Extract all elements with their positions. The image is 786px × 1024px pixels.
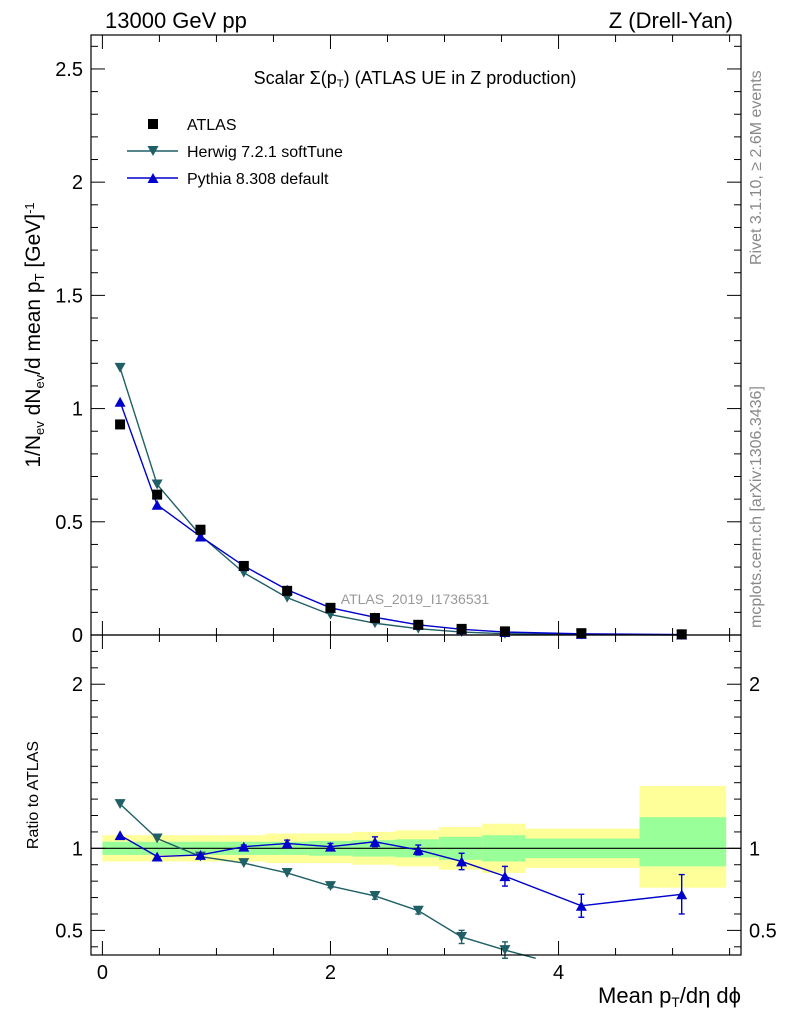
y-axis-label-text: 1/Nev dNev/d mean pT [GeV]-1 — [22, 202, 47, 467]
atlas-data-point — [499, 626, 510, 637]
y-axis-label-text-part: [GeV] — [22, 214, 45, 274]
ratio-y-tick-label-right: 2 — [749, 674, 760, 696]
y-axis-label-text-part: T — [32, 273, 47, 281]
x-axis-label-text-part: /dη dϕ — [680, 983, 741, 1008]
x-tick-label: 2 — [325, 962, 336, 984]
ratio-y-tick-label: 0.5 — [55, 920, 83, 942]
pythia-point-ratio — [456, 856, 468, 867]
x-axis-label-text: Mean pT/dη dϕ — [598, 983, 741, 1010]
pythia-point — [114, 396, 126, 407]
y-axis-label-text-part: /d mean p — [22, 281, 45, 374]
legend-entry: Pythia 8.308 default — [187, 171, 329, 188]
main-plot-y-axis-label: 1/Nev dNev/d mean pT [GeV]-1 — [22, 202, 47, 467]
pythia-point-ratio — [499, 871, 511, 882]
plot-title: Scalar Σ(pT) (ATLAS UE in Z production) — [254, 68, 577, 90]
x-tick-label: 4 — [553, 962, 564, 984]
y-axis-label-text-part: -1 — [22, 202, 37, 214]
herwig-point-ratio — [456, 931, 468, 942]
atlas-data-point — [238, 560, 249, 571]
pythia-point-ratio — [281, 838, 293, 849]
atlas-data-point — [282, 585, 293, 596]
main-plot-panel: Scalar Σ(pT) (ATLAS UE in Z production) … — [22, 34, 742, 647]
pythia-point — [194, 531, 206, 542]
band-inner-bin — [639, 817, 727, 867]
atlas-data-point — [676, 629, 687, 640]
ratio-plot-ticks: 0.5 0.5 1 1 2 2 0 2 4 — [55, 635, 777, 984]
legend-entry: ATLAS — [187, 117, 237, 134]
analysis-watermark: ATLAS_2019_I1736531 — [341, 591, 490, 607]
pythia-point-ratio — [194, 849, 206, 860]
ratio-y-tick-label-right: 0.5 — [749, 920, 777, 942]
pythia-point-ratio — [575, 900, 587, 911]
pythia-point-ratio — [324, 841, 336, 852]
main-plot-ticks: 0 0.5 1 1.5 2 2.5 — [55, 35, 741, 647]
x-axis-label-text-part: Mean p — [598, 983, 671, 1008]
herwig-point-ratio — [114, 799, 126, 809]
atlas-data-point — [576, 628, 587, 639]
plot-title-text: Scalar Σ(pT) (ATLAS UE in Z production) — [254, 68, 577, 90]
plot-title-text-part: ) (ATLAS UE in Z production) — [344, 68, 577, 88]
legend: ATLAS Herwig 7.2.1 softTune Pythia 8.308 d… — [127, 117, 343, 188]
y-tick-label: 2 — [72, 172, 83, 194]
legend-marker — [147, 173, 159, 183]
atlas-data-point — [115, 419, 126, 430]
herwig-point-ratio — [369, 890, 381, 901]
herwig-point — [151, 479, 163, 490]
x-axis-label: Mean pT/dη dϕ — [598, 983, 741, 1010]
y-tick-label: 2.5 — [55, 59, 83, 81]
ratio-plot-data — [114, 799, 688, 959]
y-axis-label-text-part: ev — [32, 421, 47, 435]
rivet-version: Rivet 3.1.10, ≥ 2.6M events — [748, 70, 765, 265]
y-axis-label-text-part: dN — [22, 389, 45, 422]
header-left: 13000 GeV pp — [105, 8, 247, 33]
y-tick-label: 1 — [72, 399, 83, 421]
pythia-line-ratio — [119, 834, 682, 907]
herwig-point-ratio — [281, 867, 293, 878]
legend-marker — [148, 119, 158, 129]
ratio-y-tick-label: 1 — [72, 838, 83, 860]
plot-title-text-part: Scalar Σ(p — [254, 68, 337, 88]
y-axis-label-text-part: 1/N — [22, 435, 45, 468]
pythia-point-ratio — [238, 841, 250, 852]
atlas-data-point — [456, 623, 467, 634]
atlas-data-point — [325, 602, 336, 613]
pythia-point-ratio — [676, 889, 688, 900]
herwig-point-ratio — [238, 858, 250, 869]
herwig-point-ratio — [412, 905, 424, 916]
legend-entry: Herwig 7.2.1 softTune — [187, 144, 343, 161]
herwig-point-ratio — [324, 881, 336, 892]
atlas-data-point — [369, 613, 380, 624]
ratio-y-axis-label: Ratio to ATLAS — [25, 741, 42, 849]
ratio-uncertainty-bands — [102, 785, 727, 888]
header-right: Z (Drell-Yan) — [609, 8, 733, 33]
plot-title-text-part: T — [337, 78, 344, 90]
herwig-point — [114, 362, 126, 373]
x-tick-label: 0 — [97, 962, 108, 984]
legend-marker — [147, 146, 159, 156]
ratio-plot-panel: 0.5 0.5 1 1 2 2 0 2 4 Ratio to ATLAS Mean pT/dη … — [25, 634, 777, 1010]
herwig-line — [119, 367, 682, 636]
ratio-y-tick-label-right: 1 — [749, 838, 760, 860]
ratio-plot-frame — [90, 634, 742, 956]
herwig-point-ratio — [499, 945, 511, 956]
y-tick-label: 0.5 — [55, 512, 83, 534]
atlas-data-point — [152, 489, 163, 500]
y-axis-label-text-part: ev — [32, 374, 47, 388]
x-axis-label-text-part: T — [671, 995, 680, 1010]
atlas-data-point — [413, 619, 424, 630]
y-tick-label: 1.5 — [55, 285, 83, 307]
pythia-line — [119, 401, 682, 636]
y-tick-label: 0 — [72, 625, 83, 647]
pythia-point-ratio — [114, 830, 126, 841]
pythia-point-ratio — [151, 851, 163, 862]
herwig-point-ratio — [151, 833, 163, 844]
mcplots-ref: mcplots.cern.ch [arXiv:1306.3436] — [748, 386, 765, 628]
pythia-point — [151, 499, 163, 510]
atlas-data-point — [195, 524, 206, 535]
pythia-point-ratio — [369, 836, 381, 847]
pythia-point-ratio — [412, 845, 424, 855]
ratio-y-tick-label: 2 — [72, 674, 83, 696]
